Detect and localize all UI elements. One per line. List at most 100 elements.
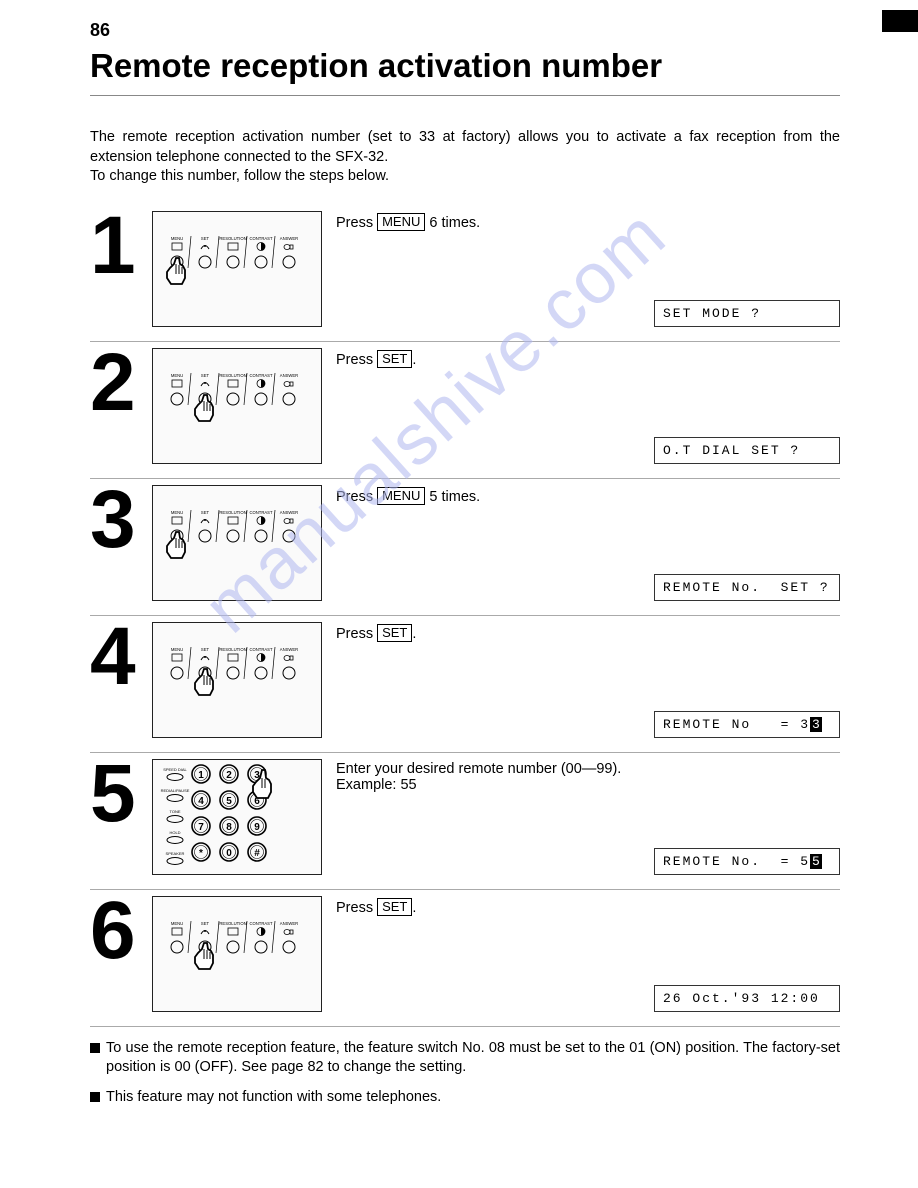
instruction-pre: Press: [336, 489, 377, 505]
panel-diagram: MENU SET RESOLUTIONCONTRAST ANSWER: [152, 896, 322, 1012]
display-text: REMOTE No. = 5: [663, 854, 810, 869]
step-number: 4: [90, 620, 152, 694]
svg-text:SET: SET: [201, 510, 210, 515]
instruction-pre: Press: [336, 900, 377, 916]
svg-text:CONTRAST: CONTRAST: [249, 373, 272, 378]
step-number: 5: [90, 757, 152, 831]
step-number: 3: [90, 483, 152, 557]
key-label: SET: [377, 898, 412, 916]
svg-text:ANSWER: ANSWER: [280, 373, 298, 378]
instruction-post: 5 times.: [425, 489, 480, 505]
svg-text:RESOLUTION: RESOLUTION: [219, 373, 246, 378]
lcd-display: O.T DIAL SET ?: [654, 437, 840, 464]
key-label: MENU: [377, 487, 425, 505]
svg-text:SET: SET: [201, 647, 210, 652]
svg-text:CONTRAST: CONTRAST: [249, 647, 272, 652]
instruction-pre: Press: [336, 215, 377, 231]
note-text: To use the remote reception feature, the…: [106, 1039, 840, 1078]
display-text: SET MODE ?: [663, 306, 761, 321]
svg-text:RESOLUTION: RESOLUTION: [219, 647, 246, 652]
panel-diagram: MENUSETRESOLUTIONCONTRASTANSWER: [152, 211, 322, 327]
svg-text:SPEAKER: SPEAKER: [166, 851, 185, 856]
svg-text:8: 8: [226, 822, 232, 833]
step-number: 6: [90, 894, 152, 968]
instruction-pre: Press: [336, 352, 377, 368]
step-instruction: Press MENU 5 times.: [336, 485, 840, 505]
instruction-extra: Example: 55: [336, 777, 417, 793]
svg-text:ANSWER: ANSWER: [280, 647, 298, 652]
instruction-pre: Enter your desired remote number (00—99)…: [336, 761, 621, 777]
panel-diagram: MENU SET RESOLUTIONCONTRAST ANSWER: [152, 622, 322, 738]
svg-text:#: #: [254, 848, 260, 859]
instruction-pre: Press: [336, 626, 377, 642]
keypad-diagram: 1 2 3 4 5 6 7 8 9: [152, 759, 322, 875]
intro-line-1: The remote reception activation number (…: [90, 129, 840, 165]
bullet-icon: [90, 1043, 100, 1053]
step-row: 5 1 2 3 4 5 6 7 8: [90, 753, 840, 890]
step-number: 1: [90, 209, 152, 283]
svg-text:RESOLUTION: RESOLUTION: [219, 510, 246, 515]
key-label: SET: [377, 624, 412, 642]
manual-page: 86 Remote reception activation number Th…: [0, 0, 918, 1157]
instruction-post: .: [412, 900, 416, 916]
svg-text:REDIAL/PAUSE: REDIAL/PAUSE: [161, 788, 190, 793]
step-instruction: Enter your desired remote number (00—99)…: [336, 759, 840, 793]
svg-text:SPEED DIAL: SPEED DIAL: [163, 767, 187, 772]
svg-text:*: *: [199, 848, 203, 859]
svg-text:1: 1: [198, 770, 204, 781]
lcd-display: 26 Oct.'93 12:00: [654, 985, 840, 1012]
svg-text:ANSWER: ANSWER: [280, 236, 298, 241]
steps-list: 1MENUSETRESOLUTIONCONTRASTANSWER Press M…: [90, 205, 840, 1027]
lcd-display: SET MODE ?: [654, 300, 840, 327]
display-text: REMOTE No. SET ?: [663, 580, 830, 595]
panel-diagram: MENU SET RESOLUTIONCONTRAST ANSWER: [152, 348, 322, 464]
svg-text:HOLD: HOLD: [169, 830, 180, 835]
display-text: 26 Oct.'93 12:00: [663, 991, 820, 1006]
intro-line-2: To change this number, follow the steps …: [90, 168, 389, 184]
svg-text:CONTRAST: CONTRAST: [249, 236, 272, 241]
step-instruction: Press MENU 6 times.: [336, 211, 840, 231]
svg-text:ANSWER: ANSWER: [280, 921, 298, 926]
page-title: Remote reception activation number: [90, 47, 840, 85]
step-row: 2MENUSETRESOLUTIONCONTRASTANSWER Press S…: [90, 342, 840, 479]
lcd-display: REMOTE No = 33: [654, 711, 840, 738]
svg-text:RESOLUTION: RESOLUTION: [219, 921, 246, 926]
title-rule: [90, 95, 840, 96]
step-row: 6 MENU SET RESOLUTIONCONTRAST ANSWER Press S…: [90, 890, 840, 1027]
step-instruction: Press SET.: [336, 348, 840, 368]
note-item: This feature may not function with some …: [90, 1088, 840, 1108]
svg-text:SET: SET: [201, 373, 210, 378]
page-number: 86: [90, 20, 840, 41]
step-instruction: Press SET.: [336, 896, 840, 916]
svg-text:MENU: MENU: [171, 647, 183, 652]
svg-text:5: 5: [226, 796, 232, 807]
bullet-icon: [90, 1092, 100, 1102]
lcd-display: REMOTE No. SET ?: [654, 574, 840, 601]
display-cursor: 3: [810, 717, 822, 732]
svg-text:2: 2: [226, 770, 232, 781]
panel-diagram: MENUSETRESOLUTIONCONTRASTANSWER: [152, 485, 322, 601]
key-label: SET: [377, 350, 412, 368]
step-row: 3 MENU SET RESOLUTIONCONTRAST ANSWER Press M…: [90, 479, 840, 616]
note-item: To use the remote reception feature, the…: [90, 1039, 840, 1078]
lcd-display: REMOTE No. = 55: [654, 848, 840, 875]
step-instruction: Press SET.: [336, 622, 840, 642]
svg-text:MENU: MENU: [171, 236, 183, 241]
svg-text:CONTRAST: CONTRAST: [249, 510, 272, 515]
display-cursor: 5: [810, 854, 822, 869]
display-text: O.T DIAL SET ?: [663, 443, 800, 458]
display-text: REMOTE No = 3: [663, 717, 810, 732]
svg-text:RESOLUTION: RESOLUTION: [219, 236, 246, 241]
intro-text: The remote reception activation number (…: [90, 128, 840, 187]
key-label: MENU: [377, 213, 425, 231]
instruction-post: 6 times.: [425, 215, 480, 231]
instruction-post: .: [412, 626, 416, 642]
svg-text:MENU: MENU: [171, 921, 183, 926]
svg-text:ANSWER: ANSWER: [280, 510, 298, 515]
svg-text:MENU: MENU: [171, 373, 183, 378]
svg-text:0: 0: [226, 848, 232, 859]
svg-text:SET: SET: [201, 921, 210, 926]
notes-section: To use the remote reception feature, the…: [90, 1039, 840, 1108]
svg-text:9: 9: [254, 822, 260, 833]
svg-text:CONTRAST: CONTRAST: [249, 921, 272, 926]
